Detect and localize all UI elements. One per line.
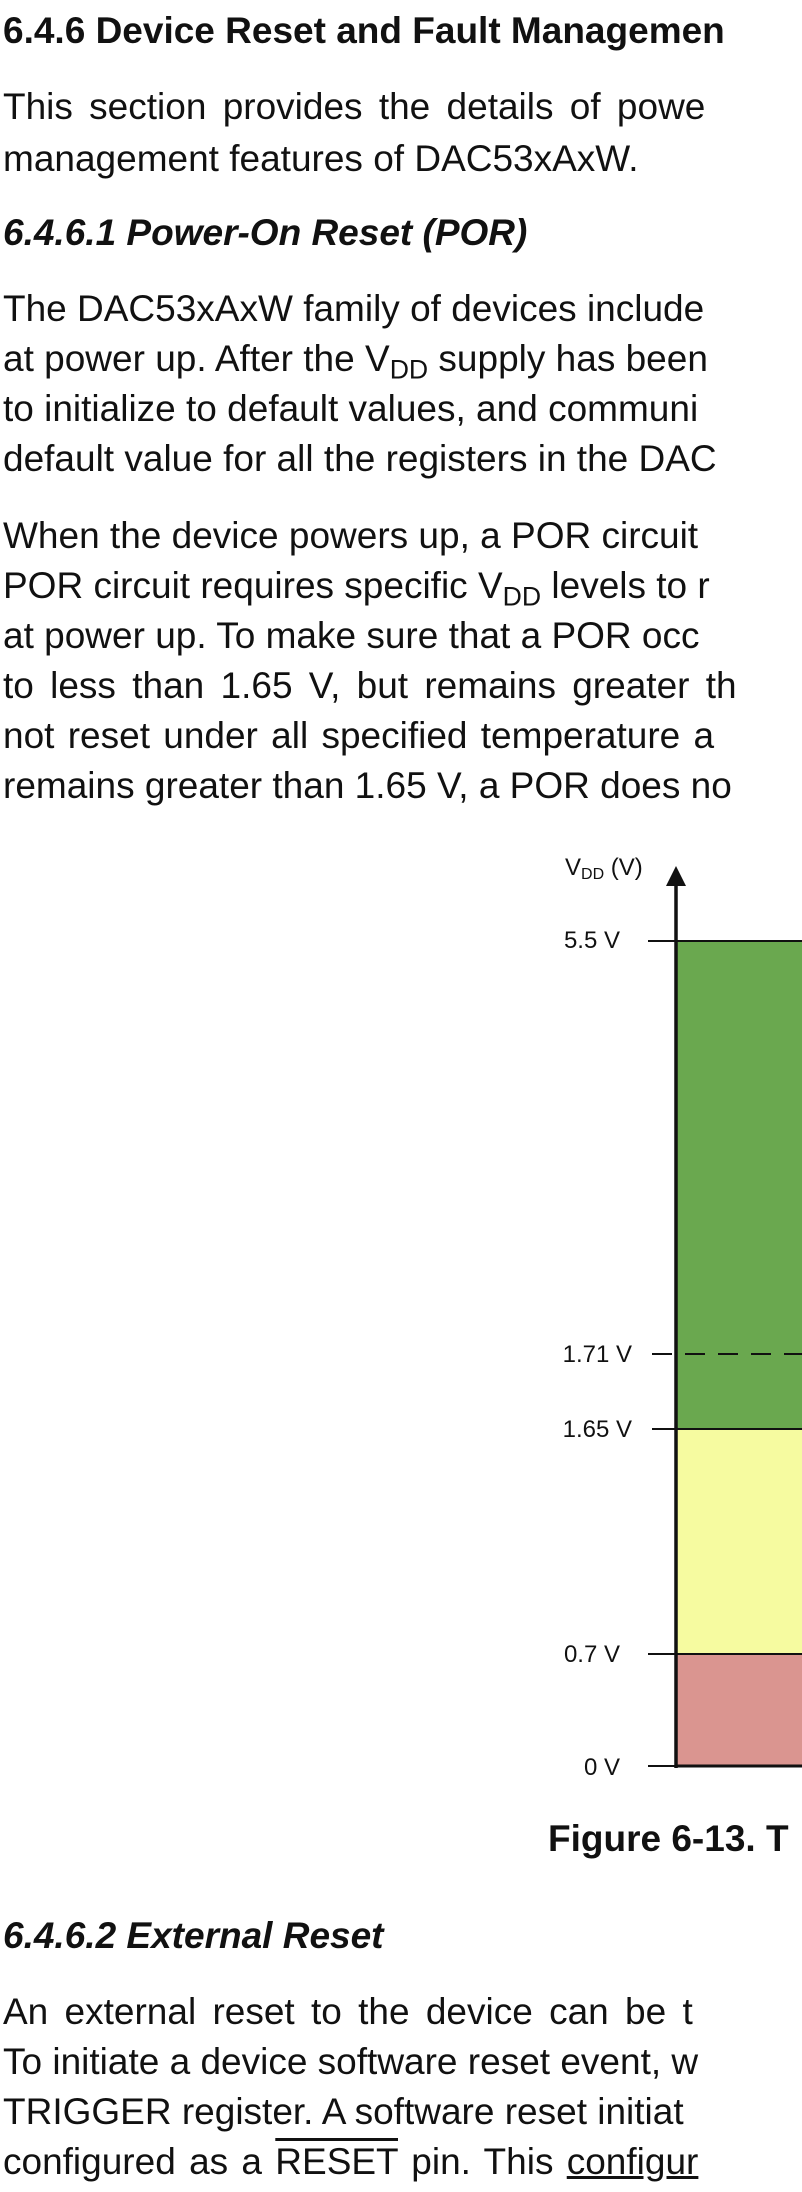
intro-line: management features of DAC53xAxW. bbox=[3, 138, 639, 179]
por-para1-line: default value for all the registers in t… bbox=[3, 438, 717, 479]
reset-pin-name: RESET bbox=[275, 2141, 398, 2182]
por-para1-line: to initialize to default values, and com… bbox=[3, 388, 699, 429]
external-reset-line: configured as a RESET pin. This configur bbox=[3, 2141, 699, 2182]
por-region-yellow bbox=[676, 1429, 802, 1654]
tick-label: 0.7 V bbox=[564, 1641, 620, 1668]
por-para2-line: When the device powers up, a POR circuit bbox=[3, 515, 699, 556]
section-heading: 6.4.6 Device Reset and Fault Managemen bbox=[3, 10, 725, 51]
por-para2-line: remains greater than 1.65 V, a POR does … bbox=[3, 765, 732, 806]
por-para1-line: at power up. After the VDD supply has be… bbox=[3, 338, 708, 385]
intro-line: This section provides the details of pow… bbox=[3, 86, 706, 127]
y-axis-arrow-icon bbox=[666, 866, 686, 886]
por-para2-line: POR circuit requires specific VDD levels… bbox=[3, 565, 710, 612]
external-reset-heading: 6.4.6.2 External Reset bbox=[3, 1915, 384, 1956]
por-para2-line: to less than 1.65 V, but remains greater… bbox=[3, 665, 737, 706]
external-reset-line: TRIGGER register. A software reset initi… bbox=[3, 2091, 684, 2132]
configuration-link[interactable]: configur bbox=[566, 2141, 699, 2182]
tick-label: 0 V bbox=[584, 1754, 620, 1781]
tick-label: 1.65 V bbox=[563, 1416, 632, 1443]
external-reset-line: To initiate a device software reset even… bbox=[3, 2041, 699, 2082]
figure-caption: Figure 6-13. T bbox=[548, 1818, 789, 1859]
tick-label: 5.5 V bbox=[564, 927, 620, 954]
y-axis-label: VDD (V) bbox=[565, 854, 643, 883]
por-heading: 6.4.6.1 Power-On Reset (POR) bbox=[3, 212, 528, 253]
por-para1-line: The DAC53xAxW family of devices include bbox=[3, 288, 705, 329]
por-region-red bbox=[676, 1654, 802, 1766]
por-para2-line: at power up. To make sure that a POR occ bbox=[3, 615, 700, 656]
por-region-green bbox=[676, 941, 802, 1429]
por-para2-line: not reset under all specified temperatur… bbox=[3, 715, 715, 756]
external-reset-line: An external reset to the device can be t bbox=[3, 1991, 693, 2032]
vdd-threshold-figure: VDD (V) 5.5 V 1.71 V 1.65 V 0.7 V 0 V bbox=[563, 854, 802, 1781]
tick-label: 1.71 V bbox=[563, 1341, 632, 1368]
